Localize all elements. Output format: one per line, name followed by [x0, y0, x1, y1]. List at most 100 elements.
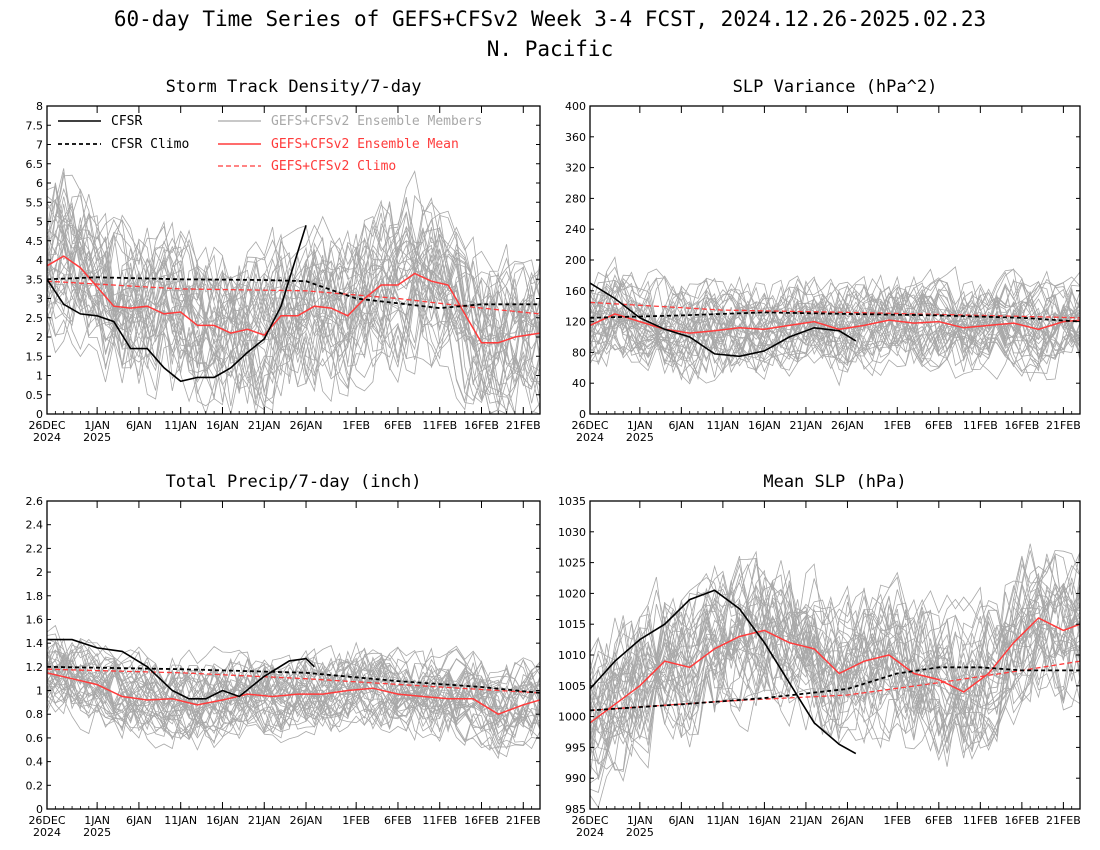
series-line-cfsr [47, 638, 315, 700]
y-tick-label: 6 [36, 177, 43, 190]
ensemble-member-line [590, 582, 1080, 745]
ensemble-member-line [47, 679, 540, 750]
legend-label-cfsr: CFSR [111, 114, 142, 129]
ensemble-member-line [47, 174, 540, 344]
y-tick-label: 1025 [558, 557, 586, 570]
y-tick-label: 3 [36, 293, 43, 306]
y-tick-label: 2.6 [26, 495, 44, 508]
x-tick-label: 6FEB [925, 814, 953, 827]
chart-panel-3: Total Precip/7-day (inch)00.20.40.60.811… [26, 472, 541, 839]
chart-panel-4: Mean SLP (hPa) 985 990 995 1000 1005 1010 1015 1… [558, 472, 1081, 839]
x-tick-label: 26DEC [571, 814, 608, 827]
x-tick-label: 16JAN [206, 419, 239, 432]
y-tick-label: 7.5 [26, 119, 44, 132]
x-tick-label: 26DEC [28, 419, 65, 432]
y-tick-label: 5.5 [26, 196, 44, 209]
y-tick-label: 40 [572, 377, 586, 390]
ensemble-members [590, 256, 1080, 387]
ensemble-member-line [47, 639, 540, 705]
y-tick-label: 1010 [558, 649, 586, 662]
x-tick-label: 1FEB [342, 814, 370, 827]
x-tick-label: 26DEC [28, 814, 65, 827]
legend-label-mean: GEFS+CFSv2 Ensemble Mean [271, 137, 459, 152]
ensemble-member-line [47, 251, 540, 412]
ensemble-member-line [590, 303, 1080, 371]
x-tick-label: 26JAN [290, 419, 323, 432]
series-line-gefs-cfsv2-ensemble-mean [47, 255, 540, 344]
ensemble-member-line [47, 260, 540, 414]
y-tick-label: 120 [565, 316, 586, 329]
legend-label-members: GEFS+CFSv2 Ensemble Members [271, 114, 482, 129]
figure-subtitle: N. Pacific [487, 37, 613, 61]
y-tick-label: 0.2 [26, 779, 44, 792]
x-tick-label: 21FEB [506, 814, 541, 827]
y-tick-label: 200 [565, 254, 586, 267]
y-tick-label: 2 [36, 566, 43, 579]
panel-title: SLP Variance (hPa^2) [733, 77, 938, 97]
x-tick-label: 11FEB [422, 419, 457, 432]
y-tick-label: 1.5 [26, 350, 44, 363]
ensemble-member-line [47, 641, 540, 700]
figure-title: 60-day Time Series of GEFS+CFSv2 Week 3-… [114, 7, 986, 31]
series-line-gefs-cfsv2-climo [47, 668, 540, 694]
x-tick-year: 2024 [576, 826, 604, 839]
y-tick-label: 1 [36, 685, 43, 698]
x-tick-label: 26JAN [290, 814, 323, 827]
ensemble-member-line [47, 647, 540, 729]
x-tick-label: 1JAN [627, 419, 653, 432]
ensemble-member-line [47, 668, 540, 746]
x-tick-label: 1JAN [627, 814, 653, 827]
x-tick-label: 16JAN [206, 814, 239, 827]
ensemble-members [590, 543, 1080, 809]
x-tick-label: 11JAN [164, 419, 197, 432]
y-tick-label: 0.4 [26, 756, 44, 769]
y-tick-label: 1035 [558, 495, 586, 508]
panel-title: Storm Track Density/7-day [166, 77, 422, 97]
ensemble-member-line [590, 266, 1080, 342]
ensemble-member-line [47, 199, 540, 357]
ensemble-member-line [47, 638, 540, 711]
x-tick-year: 2024 [576, 431, 604, 444]
ensemble-member-line [590, 550, 1080, 703]
y-tick-label: 4.5 [26, 235, 44, 248]
ensemble-member-line [47, 633, 540, 702]
series-line-gefs-cfsv2-ensemble-mean [47, 672, 540, 716]
ensemble-member-line [47, 637, 540, 719]
x-tick-year: 2024 [33, 826, 61, 839]
ensemble-member-line [590, 549, 1080, 684]
y-tick-label: 0.6 [26, 732, 44, 745]
x-tick-year: 2025 [626, 431, 654, 444]
plot-frame [46, 500, 541, 810]
ensemble-member-line [590, 313, 1080, 379]
x-tick-label: 6JAN [126, 814, 152, 827]
series-line-gefs-cfsv2-ensemble-mean [590, 617, 1080, 724]
x-tick-label: 21JAN [790, 814, 823, 827]
ensemble-member-line [47, 240, 540, 387]
x-tick-label: 21JAN [790, 419, 823, 432]
legend-label-cfsr-climo: CFSR Climo [111, 137, 189, 152]
panel-title: Total Precip/7-day (inch) [166, 472, 422, 492]
ensemble-member-line [590, 275, 1080, 339]
ensemble-member-line [47, 678, 540, 750]
y-tick-label: 5 [36, 216, 43, 229]
ensemble-members [47, 168, 540, 414]
y-tick-label: 2 [36, 331, 43, 344]
x-tick-label: 16FEB [464, 419, 499, 432]
y-tick-label: 0 [36, 408, 43, 421]
plot-area [590, 256, 1080, 387]
y-tick-label: 1030 [558, 526, 586, 539]
ensemble-member-line [590, 280, 1080, 351]
x-tick-label: 1FEB [883, 814, 911, 827]
x-tick-label: 11FEB [963, 814, 998, 827]
ensemble-member-line [47, 262, 540, 414]
x-tick-label: 6JAN [668, 814, 694, 827]
ensemble-member-line [590, 611, 1080, 751]
x-tick-label: 6JAN [668, 419, 694, 432]
y-tick-label: 1.4 [26, 637, 44, 650]
x-tick-label: 6JAN [126, 419, 152, 432]
y-tick-label: 360 [565, 131, 586, 144]
x-tick-year: 2025 [83, 826, 111, 839]
x-tick-label: 1JAN [84, 419, 110, 432]
ensemble-member-line [590, 277, 1080, 355]
